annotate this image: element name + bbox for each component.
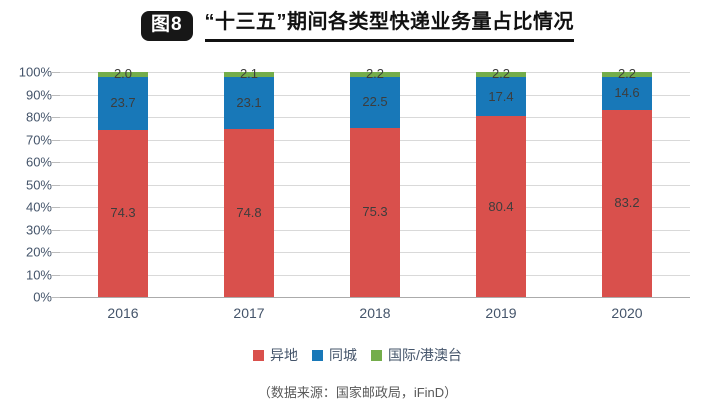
legend-swatch-icon	[371, 349, 383, 361]
bar-segment-国际/港澳台	[98, 72, 148, 77]
legend-item-异地: 异地	[253, 345, 298, 365]
data-label: 74.3	[110, 205, 136, 221]
bar-segment-国际/港澳台	[476, 72, 526, 77]
y-axis-tick	[51, 297, 60, 298]
bar-segment-异地	[602, 109, 652, 297]
x-axis-tick-label: 2018	[359, 305, 391, 321]
bar-segment-同城	[602, 76, 652, 110]
bar-segment-国际/港澳台	[224, 72, 274, 77]
data-label: 80.4	[488, 198, 514, 214]
bar-segment-异地	[350, 127, 400, 297]
data-label: 22.5	[362, 94, 388, 110]
legend-item-同城: 同城	[312, 345, 357, 365]
figure-title: “十三五”期间各类型快递业务量占比情况	[204, 10, 575, 42]
stacked-bar-2017: 74.8 23.1 2.1	[224, 67, 274, 297]
legend-label: 同城	[329, 347, 358, 363]
stacked-bar-2020: 83.2 14.6 2.2	[602, 67, 652, 297]
y-axis-tick-label: 70%	[25, 132, 52, 147]
y-axis-tick	[51, 162, 60, 163]
figure-number-badge: 图8	[140, 11, 193, 41]
x-axis-tick-label: 2020	[611, 305, 643, 321]
y-axis-tick	[51, 184, 60, 186]
data-label: 2.1	[239, 66, 259, 82]
chart-legend: 异地 同城 国际/港澳台	[0, 345, 715, 365]
legend-label: 异地	[270, 347, 299, 363]
data-label: 17.4	[488, 88, 514, 104]
x-axis-tick-label: 2019	[485, 305, 517, 321]
data-label: 74.8	[236, 204, 262, 220]
y-axis-tick	[51, 207, 60, 208]
y-axis-tick	[51, 139, 60, 141]
gridline	[60, 297, 690, 298]
data-label: 14.6	[614, 85, 640, 101]
bar-segment-异地	[224, 128, 274, 297]
legend-swatch-icon	[312, 349, 324, 361]
legend-item-国际/港澳台: 国际/港澳台	[371, 345, 462, 365]
legend-swatch-icon	[253, 349, 265, 361]
data-label: 23.1	[236, 94, 262, 110]
y-axis-tick	[51, 72, 60, 73]
y-axis-tick-label: 30%	[25, 222, 52, 237]
y-axis-tick-label: 50%	[25, 177, 52, 192]
y-axis-tick-label: 90%	[25, 87, 52, 102]
figure-header: 图8 “十三五”期间各类型快递业务量占比情况	[0, 10, 715, 42]
bar-segment-异地	[98, 129, 148, 297]
y-axis-tick-label: 80%	[25, 109, 52, 125]
bar-segment-同城	[224, 76, 274, 129]
y-axis-tick	[51, 252, 60, 253]
data-label: 23.7	[110, 95, 136, 111]
y-axis-tick-label: 0%	[33, 289, 52, 305]
y-axis-tick	[51, 94, 60, 96]
stacked-bar-2018: 75.3 22.5 2.2	[350, 67, 400, 297]
x-axis-tick-label: 2016	[107, 305, 139, 321]
y-axis-tick-label: 40%	[25, 199, 52, 215]
data-label: 83.2	[614, 195, 640, 211]
data-label: 2.2	[365, 66, 385, 82]
y-axis-tick-label: 20%	[25, 244, 52, 260]
plot-area: 74.3 23.7 2.0 74.8 23.1 2.1 75.3 22.5 2.2 80.4 17.…	[51, 67, 690, 298]
y-axis-tick	[51, 117, 60, 118]
y-axis-tick	[51, 274, 60, 276]
y-axis-tick-label: 60%	[25, 154, 52, 170]
data-label: 2.2	[617, 66, 637, 82]
y-axis-labels: 100% 90% 80% 70% 60% 50% 40% 30% 20% 10% 0%	[0, 65, 52, 305]
legend-label: 国际/港澳台	[388, 347, 462, 363]
data-label: 2.2	[491, 66, 511, 82]
bar-segment-同城	[476, 76, 526, 117]
stacked-bar-2016: 74.3 23.7 2.0	[98, 67, 148, 297]
y-axis-tick-label: 10%	[25, 267, 52, 282]
bar-segment-异地	[476, 116, 526, 297]
bar-segment-国际/港澳台	[350, 72, 400, 77]
x-axis-labels: 2016 2017 2018 2019 2020	[60, 305, 690, 325]
data-label: 75.3	[362, 204, 388, 220]
stacked-bar-2019: 80.4 17.4 2.2	[476, 67, 526, 297]
bar-segment-国际/港澳台	[602, 72, 652, 77]
bar-segment-同城	[350, 76, 400, 128]
y-axis-tick	[51, 229, 60, 231]
x-axis-tick-label: 2017	[233, 305, 265, 321]
data-label: 2.0	[113, 66, 133, 82]
bar-segment-同城	[98, 76, 148, 130]
data-source: （数据来源：国家邮政局，iFinD）	[257, 385, 458, 400]
y-axis-tick-label: 100%	[18, 64, 52, 80]
